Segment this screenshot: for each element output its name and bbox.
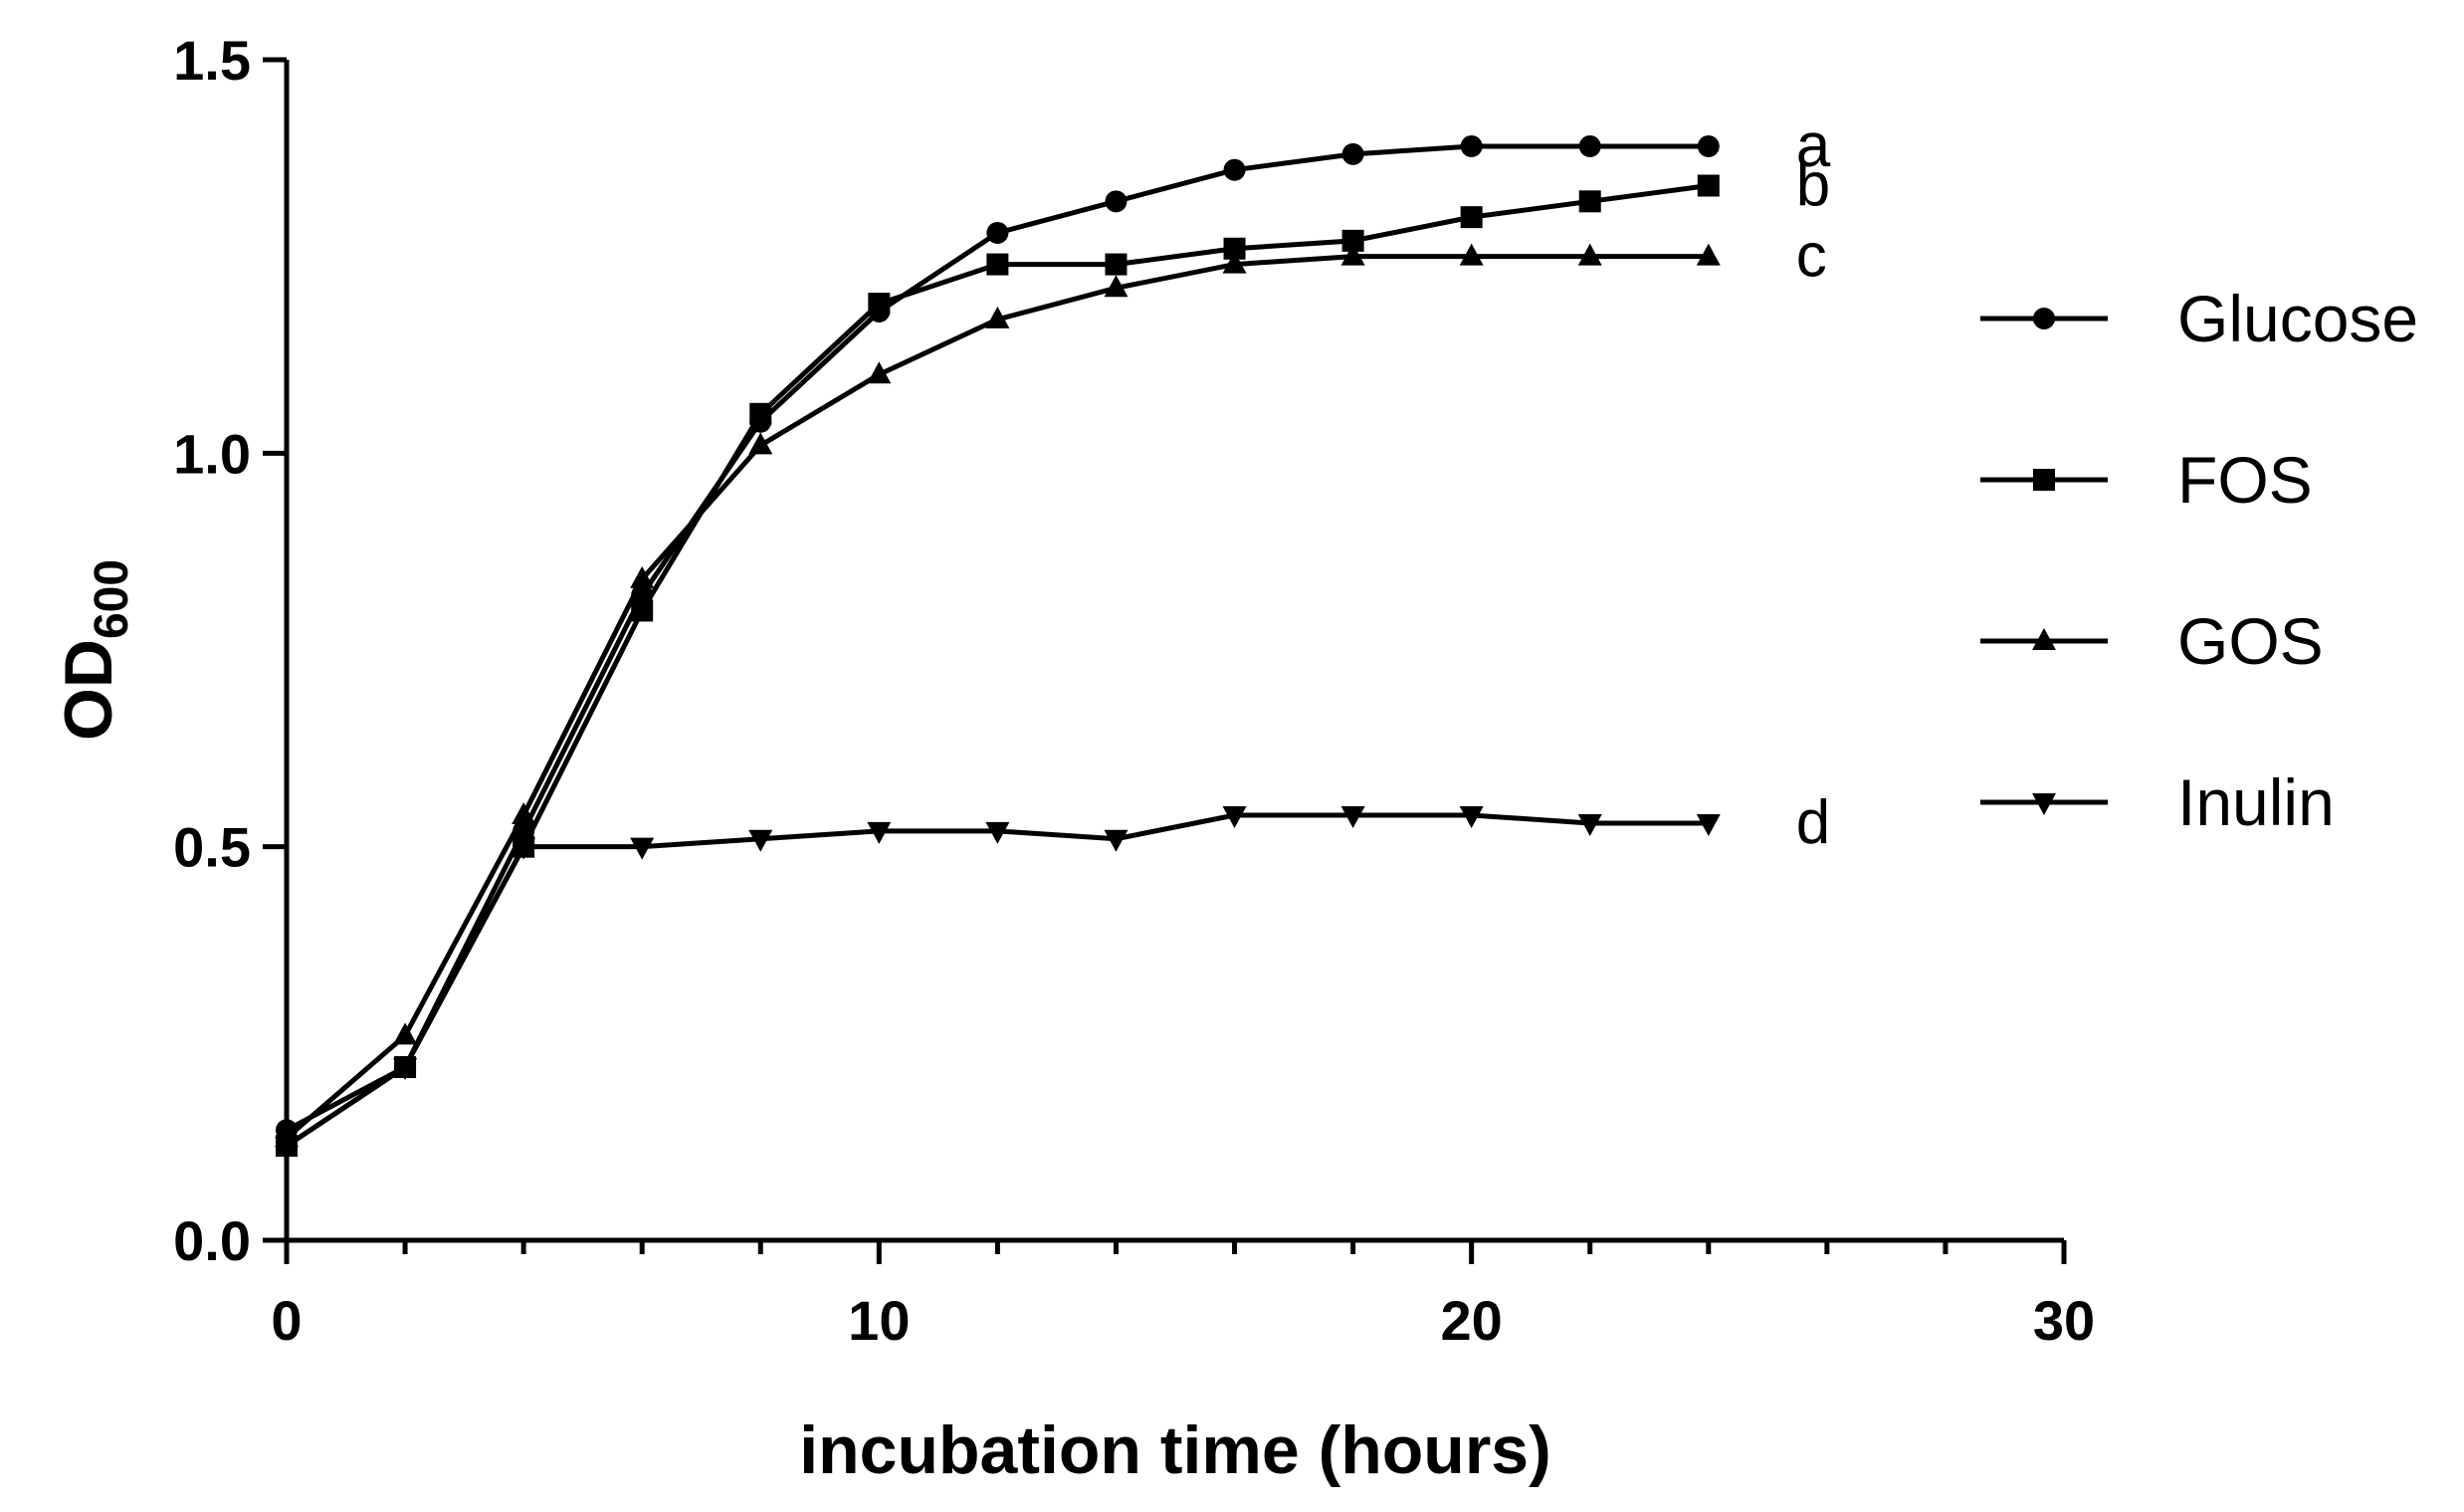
x-axis-title: incubation time (hours) xyxy=(799,1412,1551,1488)
data-point-glucose xyxy=(1223,158,1246,181)
y-tick-label: 0.5 xyxy=(173,816,251,879)
legend-label-fos: FOS xyxy=(2177,443,2313,517)
y-axis-title: OD600 xyxy=(51,559,138,741)
sig-label-fos: b xyxy=(1796,151,1830,220)
data-point-glucose xyxy=(1460,134,1483,157)
data-point-gos xyxy=(985,306,1010,328)
data-point-glucose xyxy=(1697,134,1720,157)
y-axis-title-subscript: 600 xyxy=(86,559,138,639)
data-point-gos xyxy=(1104,275,1129,298)
data-point-gos xyxy=(1577,243,1602,266)
axes xyxy=(284,60,2064,1243)
series-line-fos xyxy=(285,183,1710,1149)
data-point-glucose xyxy=(1105,190,1128,213)
data-point-fos xyxy=(631,599,654,622)
x-tick-label: 0 xyxy=(271,1289,302,1352)
data-point-glucose xyxy=(1578,134,1601,157)
x-tick-label: 20 xyxy=(1441,1289,1503,1352)
data-point-inulin xyxy=(512,837,536,860)
data-point-glucose xyxy=(1341,142,1364,165)
data-point-gos xyxy=(867,361,892,384)
data-point-gos xyxy=(630,565,655,588)
y-tick-label: 1.0 xyxy=(173,422,251,485)
sig-label-gos: c xyxy=(1796,222,1827,291)
y-tick-label: 1.5 xyxy=(173,29,251,92)
data-point-inulin xyxy=(275,1137,299,1160)
y-tick-label: 0.0 xyxy=(173,1209,251,1272)
data-point-inulin xyxy=(1104,829,1129,852)
data-point-fos xyxy=(749,402,772,425)
data-point-inulin xyxy=(1222,806,1247,829)
data-point-inulin xyxy=(1340,806,1365,829)
series-group xyxy=(275,134,1721,1160)
legend-label-inulin: Inulin xyxy=(2177,765,2335,839)
y-ticks: 0.0 0.5 1.0 1.5 xyxy=(173,29,287,1272)
sig-label-glucose: a xyxy=(1796,111,1831,180)
data-point-gos xyxy=(1696,243,1721,266)
data-point-fos xyxy=(1223,237,1246,260)
data-point-inulin xyxy=(393,1058,418,1081)
data-point-gos xyxy=(393,1022,418,1045)
data-point-gos xyxy=(1459,243,1484,266)
data-point-inulin xyxy=(867,821,892,844)
y-axis-title-main: OD xyxy=(51,639,126,741)
legend: Glucose FOS GOS Inulin xyxy=(1980,282,2418,839)
data-point-fos xyxy=(1460,206,1483,229)
data-point-fos xyxy=(986,253,1009,276)
series-line-glucose xyxy=(285,143,1709,1133)
data-point-inulin xyxy=(985,821,1010,844)
data-point-glucose xyxy=(986,221,1009,244)
legend-label-glucose: Glucose xyxy=(2177,282,2418,355)
data-point-inulin xyxy=(1577,813,1602,836)
legend-marker-gos xyxy=(2032,628,2056,650)
x-tick-label: 10 xyxy=(848,1289,910,1352)
data-point-gos xyxy=(1222,251,1247,274)
legend-marker-fos xyxy=(2033,469,2055,491)
sig-label-inulin: d xyxy=(1796,788,1830,857)
data-point-inulin xyxy=(1459,806,1484,829)
series-line-gos xyxy=(285,254,1709,1141)
data-point-fos xyxy=(868,293,891,316)
legend-label-gos: GOS xyxy=(2177,604,2324,678)
series-line-inulin xyxy=(285,812,1709,1149)
data-point-gos xyxy=(1340,243,1365,266)
data-point-fos xyxy=(1105,253,1128,276)
legend-marker-glucose xyxy=(2033,308,2055,329)
data-point-gos xyxy=(748,432,773,455)
x-tick-label: 30 xyxy=(2033,1289,2095,1352)
data-point-inulin xyxy=(748,829,773,852)
data-point-fos xyxy=(1341,229,1364,252)
data-point-gos xyxy=(512,802,536,825)
data-point-fos xyxy=(1697,174,1720,197)
data-point-fos xyxy=(1578,190,1601,213)
significance-labels: abc d xyxy=(1796,111,1831,857)
legend-marker-inulin xyxy=(2032,793,2056,815)
data-point-inulin xyxy=(1696,813,1721,836)
data-point-inulin xyxy=(630,837,655,860)
x-ticks: 0 10 20 30 xyxy=(271,1240,2095,1352)
